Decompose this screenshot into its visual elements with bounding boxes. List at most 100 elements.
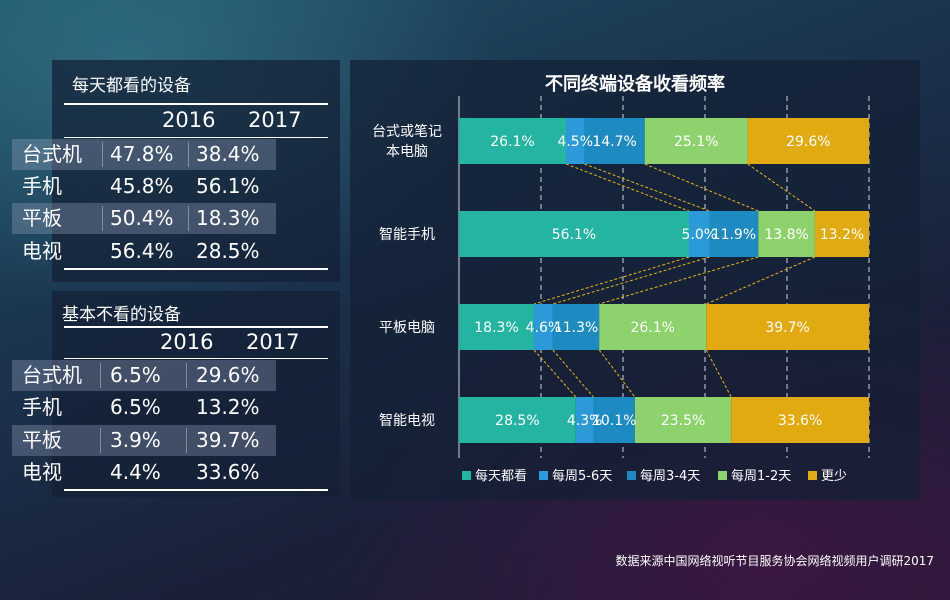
category-label: 台式或笔记	[372, 124, 442, 140]
value-2017: 18.3%	[196, 206, 260, 230]
bar-segment	[575, 397, 594, 443]
value-2016: 6.5%	[110, 363, 161, 387]
device-name: 手机	[22, 395, 62, 419]
table-row: 平板 50.4% 18.3%	[12, 203, 276, 234]
value-2016: 4.4%	[110, 460, 161, 484]
series-connector-line	[552, 256, 710, 305]
data-label: 26.1%	[630, 320, 674, 336]
daily-table-top-rule	[64, 103, 328, 105]
bar-segment	[566, 118, 585, 164]
legend-label: 更少	[821, 469, 847, 484]
data-label: 26.1%	[490, 134, 534, 150]
source-note: 数据来源中国网络视听节目服务协会网络视频用户调研2017	[615, 554, 934, 568]
category-label: 智能电视	[379, 413, 435, 429]
data-label: 28.5%	[495, 413, 539, 429]
series-connector-line	[706, 256, 816, 305]
value-2016: 50.4%	[110, 206, 174, 230]
series-connector-line	[747, 163, 816, 212]
data-label: 13.8%	[764, 227, 808, 243]
legend-swatch	[627, 471, 636, 480]
data-label: 4.3%	[567, 413, 603, 429]
device-name: 台式机	[22, 363, 82, 387]
bar-segment	[731, 397, 869, 443]
bar-segment	[534, 304, 553, 350]
value-2016: 6.5%	[110, 395, 161, 419]
series-connector-line	[533, 256, 690, 305]
bar-segment	[689, 211, 710, 257]
series-connector-line	[598, 349, 636, 398]
data-label: 4.5%	[557, 134, 593, 150]
value-2017: 28.5%	[196, 239, 260, 263]
bar-segment	[634, 397, 732, 443]
column-separator	[186, 428, 187, 453]
data-label: 39.7%	[765, 320, 809, 336]
data-label: 10.1%	[592, 413, 636, 429]
value-2016: 3.9%	[110, 428, 161, 452]
legend-label: 每周5-6天	[552, 468, 612, 484]
value-2016: 45.8%	[110, 174, 174, 198]
data-label: 11.3%	[554, 320, 598, 336]
value-2017: 13.2%	[196, 395, 260, 419]
data-label: 25.1%	[674, 134, 718, 150]
data-label: 56.1%	[552, 227, 596, 243]
data-label: 33.6%	[778, 413, 822, 429]
value-2017: 33.6%	[196, 460, 260, 484]
bar-segment	[644, 118, 748, 164]
bar-segment	[814, 211, 869, 257]
data-label: 13.2%	[820, 227, 864, 243]
category-label: 本电脑	[386, 144, 428, 160]
value-2016: 56.4%	[110, 239, 174, 263]
bar-segment	[584, 118, 645, 164]
legend-swatch	[808, 471, 817, 480]
table-row: 平板 3.9% 39.7%	[12, 425, 276, 456]
data-label: 23.5%	[661, 413, 705, 429]
column-separator	[100, 363, 101, 388]
daily-table-header-2017: 2017	[248, 108, 302, 132]
legend-label: 每周3-4天	[640, 468, 700, 484]
device-name: 手机	[22, 174, 62, 198]
bar-segment	[747, 118, 869, 164]
series-connector-line	[533, 349, 577, 398]
device-name: 平板	[22, 428, 62, 452]
device-name: 平板	[22, 206, 62, 230]
table-row: 手机 6.5% 13.2%	[12, 392, 276, 423]
bar-segment	[593, 397, 635, 443]
series-connector-line	[644, 163, 759, 212]
series-connector-line	[552, 349, 594, 398]
table-row: 台式机 47.8% 38.4%	[12, 139, 276, 170]
bar-segment	[706, 304, 869, 350]
series-connector-line	[599, 256, 759, 305]
table-row: 电视 56.4% 28.5%	[12, 236, 276, 267]
daily-table-header-2016: 2016	[162, 108, 216, 132]
series-connector-line	[565, 163, 690, 212]
category-label: 平板电脑	[379, 320, 435, 336]
bar-segment	[459, 304, 535, 350]
bar-segment	[459, 118, 567, 164]
rarely-table-top-rule	[64, 326, 328, 328]
value-2017: 29.6%	[196, 363, 260, 387]
series-connector-line	[584, 163, 710, 212]
legend-swatch	[539, 471, 548, 480]
daily-devices-panel	[52, 60, 340, 282]
daily-table-bottom-rule	[64, 268, 328, 270]
data-label: 18.3%	[474, 320, 518, 336]
column-separator	[102, 206, 103, 231]
bar-segment	[599, 304, 707, 350]
data-label: 5.0%	[681, 227, 717, 243]
bar-segment	[758, 211, 815, 257]
series-connector-line	[705, 349, 732, 398]
device-name: 电视	[22, 239, 62, 263]
data-label: 29.6%	[786, 134, 830, 150]
category-label: 智能手机	[379, 227, 435, 243]
device-name: 台式机	[22, 142, 82, 166]
column-separator	[102, 142, 103, 167]
column-separator	[188, 142, 189, 167]
table-row: 电视 4.4% 33.6%	[12, 457, 276, 488]
column-separator	[188, 206, 189, 231]
column-separator	[100, 428, 101, 453]
bar-segment	[709, 211, 759, 257]
rarely-devices-panel	[52, 291, 340, 497]
value-2017: 38.4%	[196, 142, 260, 166]
legend-label: 每天都看	[475, 468, 527, 484]
